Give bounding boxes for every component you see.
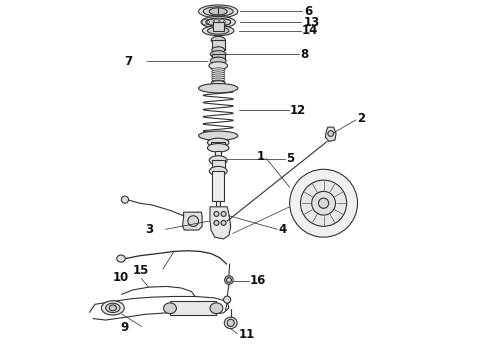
Bar (212, 160, 224, 171)
Ellipse shape (214, 220, 219, 225)
Text: 8: 8 (300, 48, 308, 61)
Ellipse shape (318, 198, 329, 208)
Text: 14: 14 (302, 24, 318, 37)
Ellipse shape (212, 68, 224, 71)
Ellipse shape (198, 5, 238, 18)
Ellipse shape (212, 78, 224, 81)
Bar (213, 22, 223, 31)
Ellipse shape (290, 169, 358, 237)
Text: 1: 1 (257, 150, 265, 163)
Ellipse shape (224, 317, 237, 329)
Ellipse shape (211, 36, 225, 44)
Text: 16: 16 (250, 274, 267, 287)
Ellipse shape (201, 17, 235, 28)
Ellipse shape (210, 303, 223, 314)
Text: 12: 12 (290, 104, 306, 117)
Text: 2: 2 (357, 112, 365, 125)
Ellipse shape (207, 138, 229, 147)
Bar (211, 143, 225, 148)
Text: 7: 7 (124, 55, 132, 68)
Ellipse shape (211, 81, 225, 86)
Text: 9: 9 (121, 321, 128, 334)
Text: 15: 15 (133, 264, 149, 277)
Bar (212, 40, 224, 50)
Ellipse shape (212, 76, 224, 80)
Ellipse shape (109, 305, 117, 311)
Text: 4: 4 (279, 223, 287, 236)
Text: 13: 13 (303, 15, 319, 28)
Ellipse shape (101, 301, 124, 315)
Ellipse shape (212, 80, 224, 84)
Text: 5: 5 (287, 152, 294, 165)
Ellipse shape (209, 156, 227, 165)
Ellipse shape (202, 26, 234, 36)
Ellipse shape (106, 303, 120, 312)
Ellipse shape (328, 131, 334, 136)
Ellipse shape (206, 18, 231, 26)
Bar (215, 152, 221, 160)
Ellipse shape (221, 220, 226, 225)
Ellipse shape (203, 7, 233, 16)
Bar (212, 54, 224, 61)
Text: 3: 3 (145, 223, 153, 236)
Ellipse shape (300, 180, 346, 226)
Ellipse shape (164, 303, 176, 314)
Ellipse shape (209, 166, 227, 176)
Ellipse shape (207, 144, 229, 152)
Ellipse shape (227, 319, 234, 327)
Ellipse shape (210, 57, 226, 64)
Text: 6: 6 (304, 5, 312, 18)
Ellipse shape (224, 276, 233, 284)
Bar (170, 301, 217, 315)
Ellipse shape (212, 72, 224, 76)
Ellipse shape (117, 255, 125, 262)
Polygon shape (182, 212, 202, 230)
Bar (213, 171, 224, 202)
Ellipse shape (209, 8, 227, 15)
Polygon shape (210, 207, 231, 239)
Ellipse shape (212, 70, 224, 73)
Ellipse shape (210, 51, 226, 58)
Ellipse shape (221, 211, 226, 216)
Bar (216, 202, 220, 208)
Ellipse shape (122, 196, 128, 203)
Ellipse shape (226, 278, 231, 283)
Ellipse shape (312, 192, 336, 215)
Ellipse shape (198, 84, 238, 93)
Ellipse shape (212, 47, 224, 53)
Ellipse shape (214, 211, 219, 216)
Ellipse shape (209, 62, 227, 69)
Text: 10: 10 (112, 271, 128, 284)
Ellipse shape (207, 27, 229, 34)
Text: 11: 11 (239, 328, 255, 341)
Ellipse shape (188, 216, 198, 226)
Ellipse shape (212, 74, 224, 77)
Ellipse shape (198, 131, 238, 140)
Ellipse shape (223, 296, 231, 303)
Polygon shape (325, 127, 336, 141)
